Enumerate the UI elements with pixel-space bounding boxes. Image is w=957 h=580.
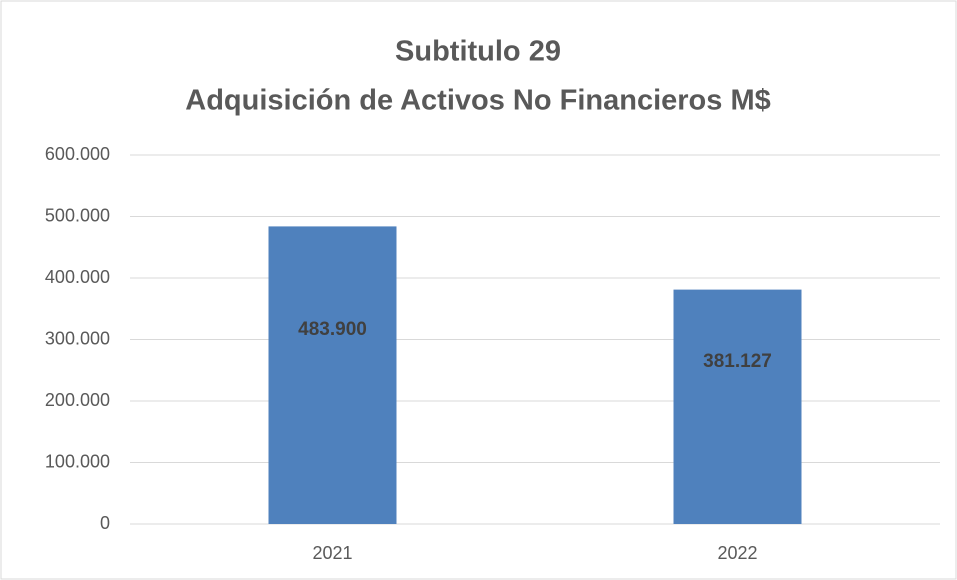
y-tick-label: 600.000 xyxy=(45,144,110,164)
x-tick-label: 2021 xyxy=(312,543,352,563)
data-label: 381.127 xyxy=(703,351,772,372)
y-tick-label: 500.000 xyxy=(45,205,110,225)
bar xyxy=(268,226,397,525)
data-label: 483.900 xyxy=(298,319,367,340)
x-tick-label: 2022 xyxy=(717,543,757,563)
y-tick-label: 400.000 xyxy=(45,267,110,287)
y-tick-label: 100.000 xyxy=(45,451,110,471)
chart-title: Subtitulo 29 xyxy=(395,36,561,68)
chart-title: Adquisición de Activos No Financieros M$ xyxy=(185,85,770,117)
y-tick-label: 200.000 xyxy=(45,390,110,410)
y-tick-label: 0 xyxy=(100,513,110,533)
y-tick-label: 300.000 xyxy=(45,328,110,348)
bar xyxy=(673,289,802,524)
